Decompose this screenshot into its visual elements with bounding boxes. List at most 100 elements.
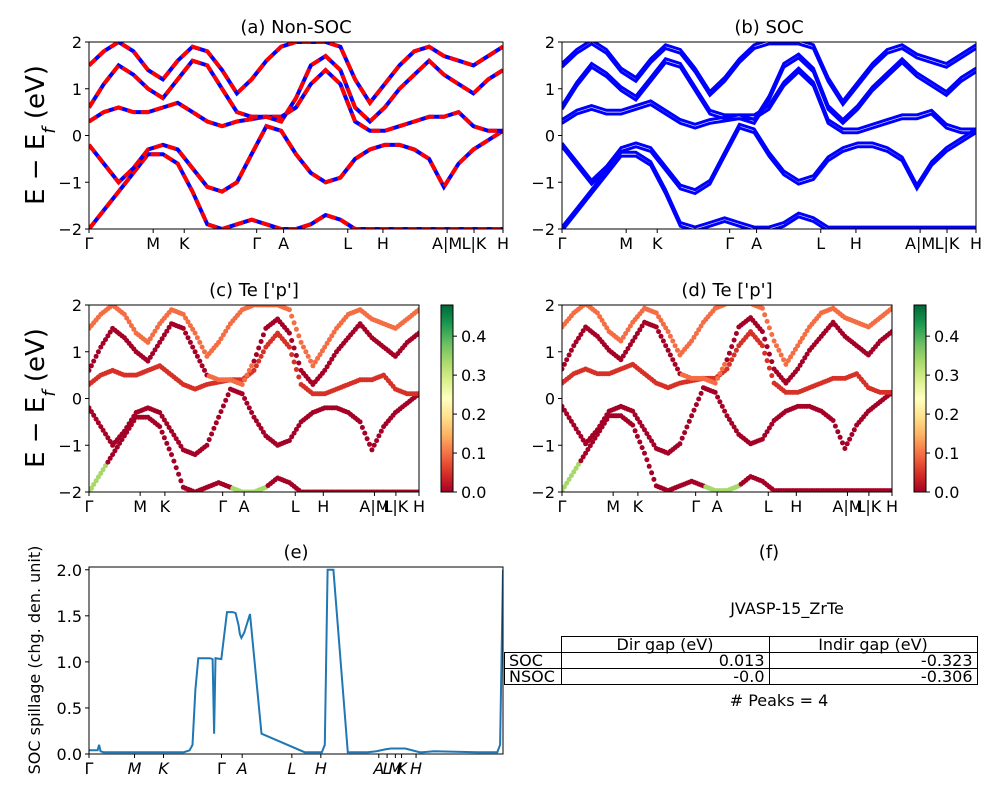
data-point [571,422,577,428]
x-tick-label: L [343,234,352,253]
data-point [693,402,699,408]
data-point [89,363,94,369]
y-tick-label: −1 [58,436,82,455]
data-point [689,338,695,344]
data-point [164,421,170,427]
gap-table-header: Dir gap (eV) Indir gap (eV) [505,636,978,653]
data-point [847,436,853,442]
data-point [719,403,725,409]
data-point [357,419,363,425]
data-point [260,429,266,435]
data-point [112,448,118,454]
data-point [364,436,370,442]
band-line [562,66,976,131]
data-point [176,471,182,477]
data-point [329,356,335,362]
data-point [578,332,584,337]
data-point [98,470,104,476]
data-point [192,349,198,355]
data-point [573,339,579,345]
data-point [169,428,174,434]
data-point [729,357,735,363]
y-tick-label: 2 [545,33,555,52]
data-point [835,429,841,435]
data-point [256,422,262,428]
x-tick-label: Γ [558,234,567,253]
data-point [729,344,735,350]
data-point [632,334,638,340]
row-label: NSOC [504,668,562,685]
data-point [686,418,692,424]
colorbar-tick-label: 0.1 [934,444,959,463]
data-point [764,358,770,364]
data-point [715,375,721,381]
data-point [766,325,772,331]
x-tick-label: A [372,759,384,778]
x-tick-label: A [712,497,723,516]
band-line-red [89,123,503,194]
data-point [416,330,419,336]
colorbar-c: 0.4 0.3 0.2 0.1 0.0 [440,304,486,502]
x-tick-label: H [317,497,329,516]
x-tick-label: A|M [832,497,862,516]
data-point [95,474,101,480]
bands-group [89,42,503,229]
data-point [776,347,782,353]
data-point [242,396,248,401]
data-point [731,337,737,343]
data-point [634,416,640,422]
data-point [296,423,302,429]
y-tick-label: 1.5 [57,607,82,626]
data-point [726,417,732,422]
data-point [192,330,198,336]
data-point [107,455,113,461]
data-point [759,305,765,311]
data-point [682,430,688,436]
panel-c-title: (c) Te ['p'] [209,280,299,301]
y-tick-label: −1 [58,173,82,192]
band-line [562,42,976,108]
data-point [724,366,730,372]
x-tick-label: L|K [462,234,487,253]
y-tick-label: −1 [531,173,555,192]
data-point [717,399,723,405]
data-point [597,423,603,429]
data-point [211,425,217,431]
data-point [762,432,768,438]
data-point [644,457,650,463]
data-point [675,366,680,372]
data-point [286,307,292,313]
data-point [296,333,302,339]
spillage-ylabel: SOC spillage (chg. den. unit) [25,546,44,775]
dots-group [562,305,892,492]
data-point [251,367,257,373]
data-point [783,361,789,367]
y-tick-label: 1 [72,80,82,99]
x-tick-label: K [652,234,663,253]
colorbar-tick-label: 0.0 [934,483,959,502]
data-point [649,438,655,444]
x-tick-label: L [287,759,296,778]
data-point [105,435,111,441]
data-point [724,413,730,419]
x-tick-label: L [383,759,392,778]
data-point [733,347,739,353]
data-point [630,408,636,414]
data-point [166,446,172,452]
x-tick-label: L [291,497,300,516]
colorbar-tick-label: 0.0 [461,483,486,502]
y-tick-label: −2 [58,483,82,502]
data-point [840,440,845,446]
data-point [642,450,647,456]
data-point [658,317,664,323]
data-point [159,413,165,419]
y-tick-label: −2 [531,483,555,502]
data-point [585,447,591,452]
data-point [89,409,94,415]
data-point [204,442,210,448]
col-dir-gap: Dir gap (eV) [560,636,770,653]
data-point [571,343,577,349]
data-point [564,411,570,417]
data-point [289,338,295,343]
y-tick-label: 1 [72,343,82,362]
